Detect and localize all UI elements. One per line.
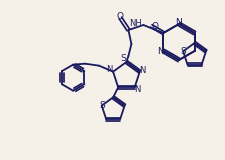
Text: N: N	[106, 65, 112, 74]
Text: S: S	[99, 101, 104, 110]
Text: N: N	[156, 47, 163, 56]
Text: O: O	[116, 12, 123, 20]
Text: N: N	[175, 17, 182, 27]
Text: S: S	[180, 47, 185, 56]
Text: S: S	[120, 53, 126, 63]
Text: N: N	[139, 66, 145, 75]
Text: N: N	[134, 85, 140, 94]
Text: O: O	[151, 21, 158, 31]
Text: NH: NH	[128, 19, 141, 28]
